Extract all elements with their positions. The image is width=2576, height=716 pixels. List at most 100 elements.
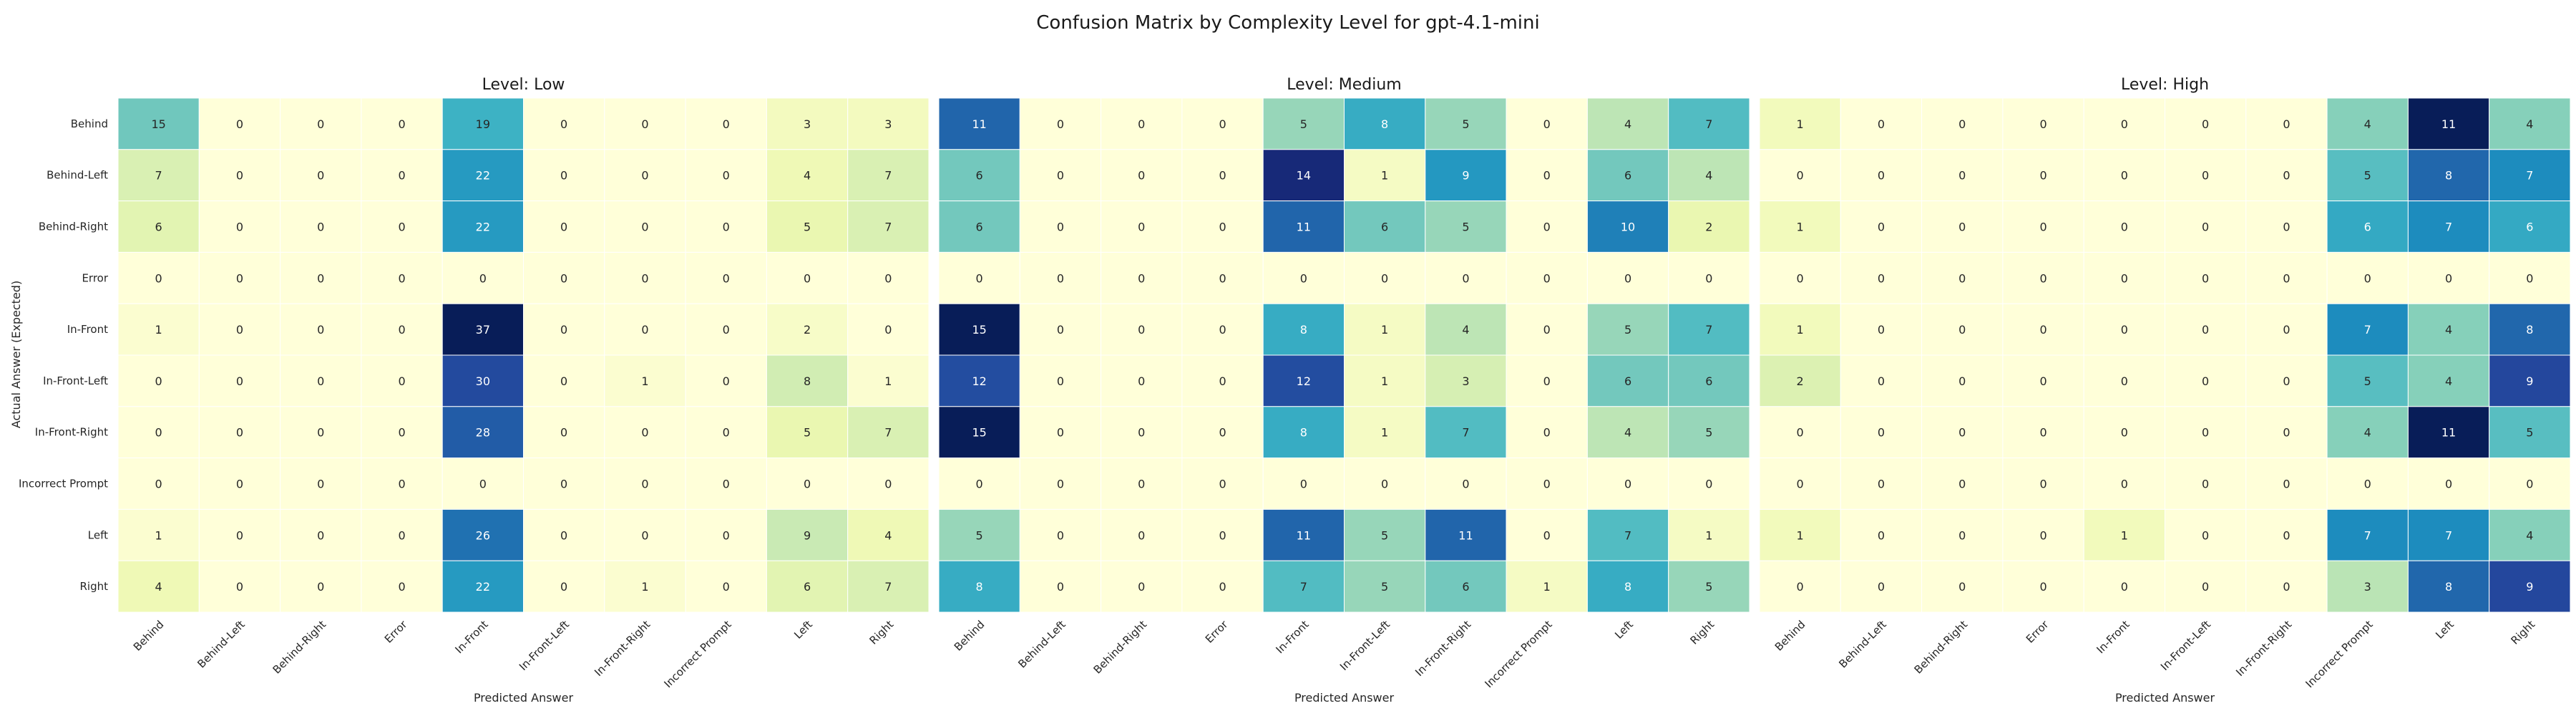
heatmap-cell bbox=[938, 508, 1020, 561]
cell-value-label: 0 bbox=[317, 426, 324, 440]
heatmap-cell bbox=[685, 458, 767, 510]
heatmap-cell bbox=[523, 354, 605, 407]
heatmap-cell bbox=[847, 149, 930, 202]
cell-value-label: 0 bbox=[1057, 580, 1064, 594]
heatmap-cell bbox=[2407, 200, 2490, 253]
cell-value-label: 12 bbox=[972, 374, 986, 388]
x-tick-label: Behind-Right bbox=[1091, 618, 1149, 676]
heatmap-cell bbox=[1019, 251, 1102, 304]
cell-value-label: 0 bbox=[398, 323, 405, 337]
cell-value-label: 0 bbox=[1543, 221, 1551, 234]
cell-value-label: 0 bbox=[1958, 374, 1966, 388]
heatmap-cell bbox=[198, 303, 281, 356]
cell-value-label: 0 bbox=[2283, 323, 2290, 337]
cell-value-label: 9 bbox=[1462, 169, 1469, 183]
cell-value-label: 0 bbox=[1543, 117, 1551, 131]
heatmap-cell bbox=[523, 149, 605, 202]
cell-value-label: 7 bbox=[884, 169, 892, 183]
heatmap-cell bbox=[280, 200, 362, 253]
heatmap-cell bbox=[2326, 406, 2409, 459]
heatmap-cell bbox=[847, 458, 930, 510]
cell-value-label: 0 bbox=[1057, 528, 1064, 542]
heatmap-cell bbox=[1586, 251, 1669, 304]
cell-value-label: 6 bbox=[1462, 580, 1469, 594]
heatmap-cell bbox=[1019, 149, 1102, 202]
y-tick-label: In-Front-Left bbox=[43, 374, 108, 387]
cell-value-label: 5 bbox=[1381, 580, 1388, 594]
heatmap-cell bbox=[1344, 406, 1426, 459]
cell-value-label: 37 bbox=[476, 323, 490, 337]
heatmap-cell bbox=[1181, 406, 1264, 459]
cell-value-label: 8 bbox=[2445, 169, 2452, 183]
cell-value-label: 19 bbox=[476, 117, 490, 131]
heatmap-cell bbox=[2165, 149, 2247, 202]
cell-value-label: 0 bbox=[398, 117, 405, 131]
cell-value-label: 3 bbox=[884, 117, 892, 131]
cell-value-label: 4 bbox=[2364, 117, 2371, 131]
x-tick-label: Incorrect Prompt bbox=[661, 618, 733, 690]
cell-value-label: 5 bbox=[1705, 426, 1712, 440]
cell-value-label: 8 bbox=[1300, 426, 1307, 440]
cell-value-label: 7 bbox=[155, 169, 162, 183]
x-tick-label: Error bbox=[1203, 618, 1231, 646]
cell-value-label: 1 bbox=[1797, 528, 1804, 542]
cell-value-label: 9 bbox=[2526, 580, 2533, 594]
heatmap-cell bbox=[1921, 406, 2004, 459]
cell-value-label: 0 bbox=[155, 478, 162, 491]
cell-value-label: 7 bbox=[1462, 426, 1469, 440]
cell-value-label: 0 bbox=[2121, 374, 2128, 388]
cell-value-label: 15 bbox=[972, 323, 986, 337]
cell-value-label: 5 bbox=[1300, 117, 1307, 131]
y-tick-labels: Behind Behind-Left Behind-Right Error In-Fro… bbox=[19, 117, 109, 593]
cell-value-label: 0 bbox=[317, 580, 324, 594]
heatmap-cell bbox=[2245, 97, 2328, 150]
cell-value-label: 0 bbox=[2039, 271, 2046, 285]
cell-value-label: 9 bbox=[804, 528, 811, 542]
heatmap-cell bbox=[361, 458, 443, 510]
cell-value-label: 1 bbox=[155, 323, 162, 337]
heatmap-cell bbox=[117, 508, 200, 561]
heatmap-cell bbox=[938, 406, 1020, 459]
cell-value-label: 0 bbox=[560, 169, 567, 183]
heatmap-cell bbox=[1101, 303, 1183, 356]
figure-title: Confusion Matrix by Complexity Level for… bbox=[1036, 12, 1539, 34]
cell-value-label: 2 bbox=[1797, 374, 1804, 388]
cell-value-label: 10 bbox=[1621, 221, 1635, 234]
cell-value-label: 0 bbox=[236, 271, 243, 285]
cell-value-label: 3 bbox=[804, 117, 811, 131]
cell-value-label: 0 bbox=[1300, 271, 1307, 285]
heatmap-cell bbox=[2083, 251, 2165, 304]
heatmap-cell bbox=[2407, 251, 2490, 304]
heatmap-cell bbox=[1019, 406, 1102, 459]
cell-value-label: 0 bbox=[1878, 478, 1885, 491]
cell-value-label: 0 bbox=[2283, 271, 2290, 285]
cell-value-label: 4 bbox=[1624, 117, 1631, 131]
cell-value-label: 0 bbox=[155, 271, 162, 285]
cell-value-label: 22 bbox=[476, 221, 490, 234]
cell-value-label: 0 bbox=[2202, 117, 2209, 131]
heatmap-cell bbox=[2002, 303, 2084, 356]
heatmap-cell bbox=[2326, 458, 2409, 510]
x-tick-label: Behind-Left bbox=[1015, 618, 1068, 671]
heatmap-cell bbox=[1586, 200, 1669, 253]
heatmap-cell bbox=[938, 251, 1020, 304]
heatmap-cell bbox=[2165, 97, 2247, 150]
cell-value-label: 0 bbox=[1543, 478, 1551, 491]
heatmap-cell bbox=[685, 97, 767, 150]
cell-value-label: 22 bbox=[476, 580, 490, 594]
cell-value-label: 0 bbox=[2364, 271, 2371, 285]
heatmap-cell bbox=[2326, 354, 2409, 407]
panel-title: Level: High bbox=[2121, 76, 2209, 94]
heatmap-cell bbox=[280, 354, 362, 407]
cell-value-label: 0 bbox=[976, 478, 983, 491]
cell-value-label: 0 bbox=[2202, 478, 2209, 491]
heatmap-cell bbox=[604, 354, 686, 407]
heatmap-cell bbox=[2326, 97, 2409, 150]
cell-value-label: 0 bbox=[2039, 426, 2046, 440]
cell-value-label: 4 bbox=[2445, 374, 2452, 388]
heatmap-cell bbox=[117, 251, 200, 304]
cell-value-label: 6 bbox=[1624, 169, 1631, 183]
heatmap-cell bbox=[1101, 508, 1183, 561]
cell-value-label: 0 bbox=[723, 169, 730, 183]
